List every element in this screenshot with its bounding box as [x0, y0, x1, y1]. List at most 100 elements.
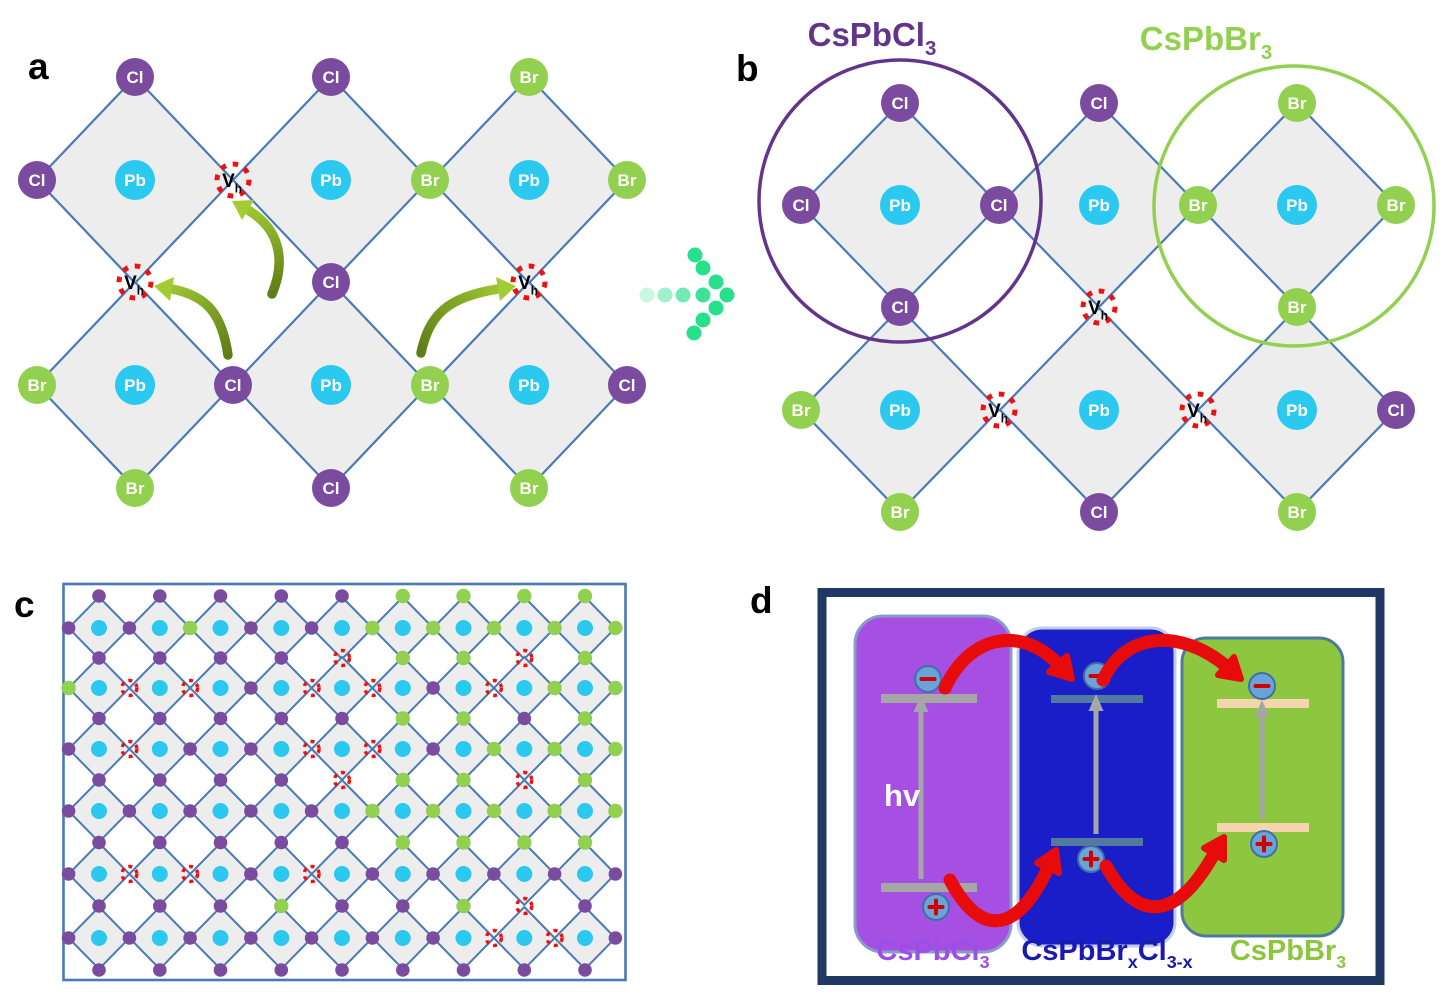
atom-label: Cl: [29, 171, 46, 190]
br-site-dot: [456, 711, 471, 726]
transfer-arrow-dot: [657, 287, 673, 303]
vacancy-dashed-circle: [1179, 391, 1217, 429]
cl-site-dot: [213, 835, 228, 850]
transfer-arrow-dot: [695, 287, 711, 303]
charge-transfer-arrow: [1099, 834, 1227, 914]
atom-label: Pb: [1286, 196, 1308, 215]
migration-arrow-shaft: [167, 284, 233, 360]
pb-site-dot: [273, 680, 290, 696]
atom-node-cl: Cl: [214, 366, 252, 404]
atom-node-cl: Cl: [312, 469, 350, 507]
pb-site-dot: [151, 866, 168, 882]
electron-symbol: [914, 665, 942, 693]
br-site-dot: [456, 772, 471, 788]
atom-circle: [1179, 186, 1217, 224]
atom-node-pb: Pb: [311, 160, 351, 200]
atom-label: Cl: [1091, 94, 1108, 113]
atom-circle: [881, 288, 919, 326]
atom-circle: [1079, 390, 1119, 430]
cl-site-dot: [61, 867, 76, 881]
atom-label: Pb: [1088, 196, 1110, 215]
atom-node-pb: Pb: [311, 365, 351, 405]
br-site-dot: [547, 680, 562, 696]
pb-site-dot: [91, 866, 107, 882]
br-site-dot: [517, 588, 532, 604]
pb-site-dot: [273, 930, 290, 946]
atom-circle: [509, 160, 549, 200]
charge-transfer-arrow: [938, 634, 1075, 695]
atom-label: Cl: [892, 298, 909, 317]
cl-site-dot: [92, 835, 106, 850]
atom-label: Br: [421, 376, 440, 395]
atom-node-pb: Pb: [115, 160, 155, 200]
cl-site-dot: [153, 963, 167, 977]
br-site-dot: [577, 835, 593, 850]
atom-circle: [880, 390, 920, 430]
atom-circle: [116, 58, 154, 96]
cl-site-dot: [92, 963, 106, 977]
cl-site-dot: [335, 589, 349, 603]
pb-site-dot: [91, 741, 107, 757]
atom-label: Br: [792, 401, 811, 420]
charge-transfer-shaft: [1099, 847, 1221, 914]
atom-label: Cl: [1091, 503, 1108, 522]
atom-label: Br: [1288, 298, 1307, 317]
atom-node-pb: Pb: [880, 390, 920, 430]
atom-node-cl: Cl: [1377, 391, 1415, 429]
charge-transfer-arrow: [943, 847, 1062, 928]
vacancy-site-mark: [515, 896, 534, 916]
vacancy-site-mark: [484, 928, 504, 948]
cl-site-dot: [122, 931, 137, 945]
atom-node-cl: Cl: [881, 288, 919, 326]
atom-circle: [880, 185, 920, 225]
pb-site-dot: [273, 741, 290, 757]
panel-a-label: a: [28, 46, 49, 87]
transfer-arrow-dot: [695, 260, 711, 276]
cl-site-dot: [244, 621, 258, 635]
cl-site-dot: [426, 931, 440, 945]
atom-label: Pb: [889, 401, 911, 420]
atom-label: Pb: [320, 171, 342, 190]
cl-site-dot: [335, 899, 349, 913]
br-site-dot: [61, 680, 76, 696]
br-site-dot: [577, 772, 593, 788]
vacancy-label: Vh: [1187, 401, 1207, 425]
cl-site-dot: [578, 899, 592, 913]
pb-site-dot: [91, 620, 107, 636]
bandgap-arrow-head: [1254, 700, 1270, 717]
box-cspbcl3: CsPbCl3: [853, 614, 1013, 972]
br-site-dot: [608, 620, 623, 636]
pb-site-dot: [334, 803, 350, 819]
valence-band-bar: [1217, 823, 1309, 832]
vacancy-site-mark: [302, 864, 321, 884]
atom-node-br: Br: [411, 366, 449, 404]
cl-site-dot: [517, 963, 532, 977]
cl-site-dot: [213, 589, 228, 603]
hole-symbol: [1077, 845, 1105, 873]
atom-label: Cl: [225, 376, 242, 395]
cl-site-dot: [153, 835, 167, 850]
atom-label: Cl: [991, 196, 1008, 215]
atom-node-pb: Pb: [509, 160, 549, 200]
cl-site-dot: [304, 621, 319, 635]
atom-node-br: Br: [411, 161, 449, 199]
cl-site-dot: [244, 804, 258, 818]
pb-site-dot: [212, 866, 229, 882]
pb-site-dot: [273, 803, 290, 819]
cspbcl3-region-circle: [757, 58, 1043, 344]
atom-circle: [1079, 185, 1119, 225]
cl-site-dot: [517, 711, 532, 726]
vacancy-dashed-circle: [510, 263, 548, 301]
vacancy-label: Vh: [124, 273, 144, 297]
atom-node-br: Br: [1179, 186, 1217, 224]
vacancy-node: Vh: [980, 391, 1018, 429]
atom-node-pb: Pb: [1277, 390, 1317, 430]
vacancy-site-mark: [180, 678, 200, 698]
pb-site-dot: [394, 680, 411, 696]
atom-label: Br: [520, 68, 539, 87]
atom-label: Br: [28, 376, 47, 395]
material-label: CsPbBrxCl3-x: [1021, 935, 1192, 972]
atom-circle: [115, 160, 155, 200]
atom-label: Pb: [518, 376, 540, 395]
atom-node-br: Br: [881, 493, 919, 531]
